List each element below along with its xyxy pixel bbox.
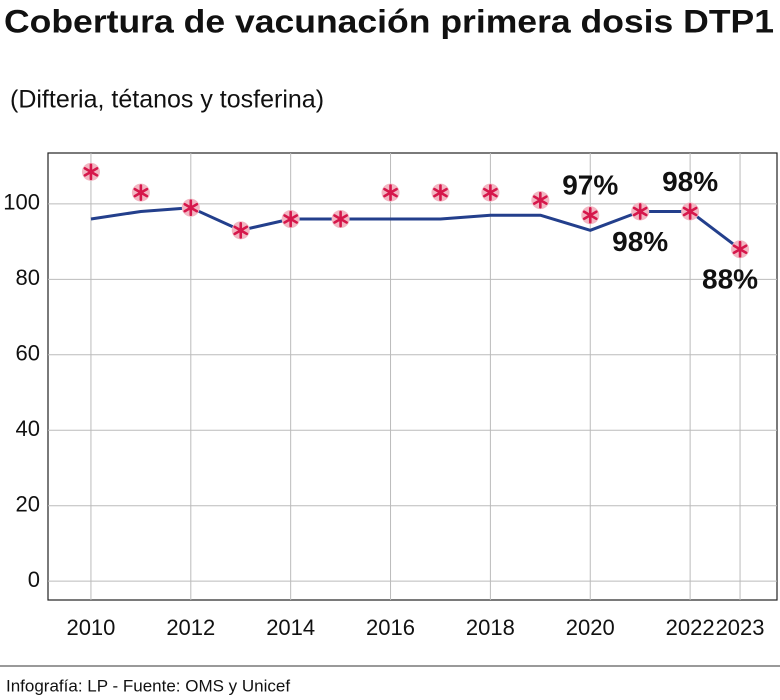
asterisk-marker	[481, 183, 500, 202]
asterisk-marker	[631, 202, 650, 221]
y-tick-label: 100	[3, 190, 40, 215]
marker-spoke	[233, 225, 249, 236]
y-tick-label: 60	[16, 341, 40, 366]
x-tick-label: 2022	[666, 615, 715, 640]
value-label: 98%	[612, 226, 668, 257]
asterisk-marker	[181, 198, 200, 217]
asterisk-marker	[381, 183, 400, 202]
marker-spoke	[483, 187, 498, 198]
x-tick-label: 2014	[266, 615, 315, 640]
marker-spoke	[283, 214, 299, 224]
value-label: 88%	[702, 264, 758, 295]
asterisk-marker	[531, 191, 550, 210]
marker-spoke	[433, 187, 448, 198]
y-tick-label: 20	[16, 492, 40, 517]
asterisk-marker	[731, 240, 750, 259]
marker-spoke	[682, 206, 698, 217]
y-tick-label: 0	[28, 567, 40, 592]
asterisk-marker	[81, 162, 100, 181]
chart-title: Cobertura de vacunación primera dosis DT…	[4, 3, 774, 39]
marker-spoke	[83, 167, 99, 177]
marker-spoke	[133, 187, 149, 198]
y-tick-label: 40	[16, 416, 40, 441]
plot-frame	[47, 152, 778, 601]
asterisk-marker	[431, 183, 450, 202]
asterisk-marker	[131, 183, 150, 202]
marker-spoke	[383, 187, 398, 198]
marker-spoke	[532, 195, 548, 205]
asterisk-marker	[681, 202, 700, 221]
marker-spoke	[183, 202, 199, 213]
x-tick-label: 2020	[566, 615, 615, 640]
x-tick-label: 2016	[366, 615, 415, 640]
value-label: 98%	[662, 166, 718, 197]
marker-spoke	[632, 206, 648, 217]
marker-spoke	[732, 244, 748, 254]
y-tick-label: 80	[16, 265, 40, 290]
chart-subtitle: (Difteria, tétanos y tosferina)	[10, 86, 324, 114]
marker-spoke	[333, 214, 348, 224]
asterisk-marker	[231, 221, 250, 240]
asterisk-marker	[331, 210, 350, 229]
x-tick-label: 2018	[466, 615, 515, 640]
marker-spoke	[582, 210, 598, 221]
source-note: Infografía: LP - Fuente: OMS y Unicef	[6, 676, 290, 695]
asterisk-marker	[281, 210, 300, 229]
x-tick-label: 2010	[66, 615, 115, 640]
x-tick-label: 2012	[166, 615, 215, 640]
value-label: 97%	[562, 170, 618, 201]
asterisk-marker	[581, 206, 600, 225]
x-tick-label: 2023	[716, 615, 765, 640]
